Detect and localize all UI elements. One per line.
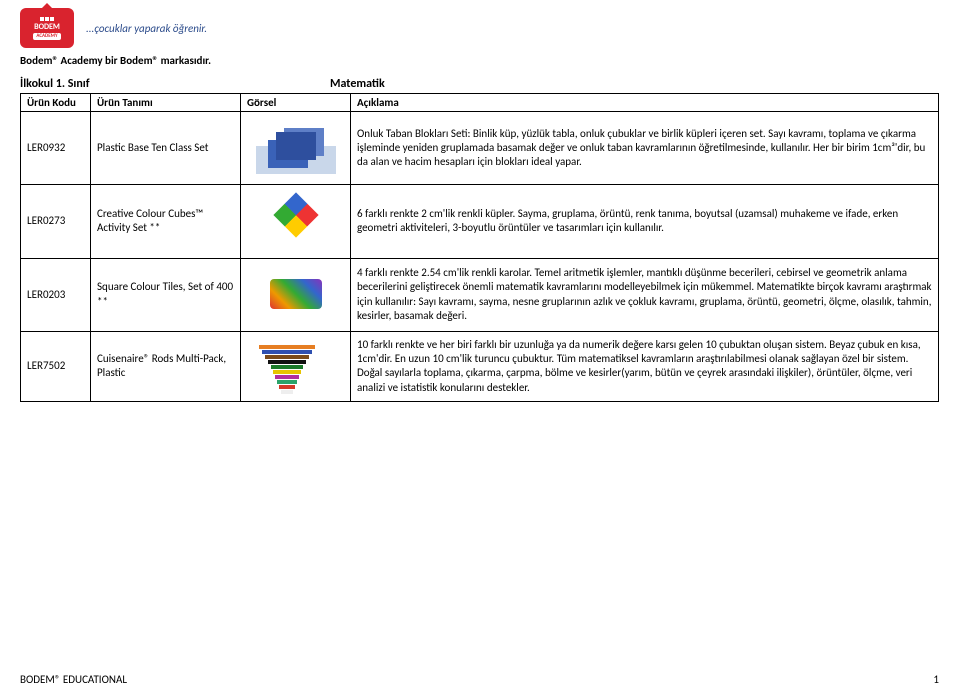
- cell-code: LER0273: [21, 185, 91, 258]
- footer-page: 1: [933, 673, 939, 686]
- table-row: LER0273Creative Colour Cubes™ Activity S…: [21, 185, 939, 258]
- product-thumbnail: [256, 118, 336, 174]
- product-thumbnail: [247, 338, 327, 394]
- table-row: LER7502Cuisenaire® Rods Multi-Pack, Plas…: [21, 331, 939, 401]
- trademark-line: Bodem® Academy bir Bodem® markasıdır.: [20, 54, 939, 67]
- col-desc: Açıklama: [351, 94, 939, 112]
- header-logo-block: BODEM ACADEMY ...çocuklar yaparak öğreni…: [20, 8, 939, 48]
- product-thumbnail: [256, 191, 336, 247]
- cell-image: [241, 331, 351, 401]
- cell-desc: Onluk Taban Blokları Seti: Binlik küp, y…: [351, 112, 939, 185]
- cell-code: LER7502: [21, 331, 91, 401]
- cell-code: LER0932: [21, 112, 91, 185]
- page-footer: BODEM® EDUCATIONAL 1: [20, 673, 939, 686]
- logo-tagline: ...çocuklar yaparak öğrenir.: [86, 22, 207, 35]
- heading-subject: Matematik: [330, 77, 385, 91]
- heading-row: İlkokul 1. Sınıf Matematik: [20, 77, 939, 91]
- footer-left: BODEM® EDUCATIONAL: [20, 673, 127, 686]
- product-thumbnail: [256, 265, 336, 321]
- cell-image: [241, 112, 351, 185]
- logo-squares: [40, 17, 54, 21]
- table-row: LER0932Plastic Base Ten Class Set Onluk T…: [21, 112, 939, 185]
- cell-image: [241, 185, 351, 258]
- cell-desc: 6 farklı renkte 2 cm'lik renkli küpler. …: [351, 185, 939, 258]
- col-name: Ürün Tanımı: [91, 94, 241, 112]
- heading-grade: İlkokul 1. Sınıf: [20, 77, 330, 91]
- cell-code: LER0203: [21, 258, 91, 331]
- table-header-row: Ürün Kodu Ürün Tanımı Görsel Açıklama: [21, 94, 939, 112]
- logo-brand: BODEM: [34, 23, 60, 31]
- cell-desc: 4 farklı renkte 2.54 cm'lik renkli karol…: [351, 258, 939, 331]
- col-image: Görsel: [241, 94, 351, 112]
- cell-name: Cuisenaire® Rods Multi-Pack, Plastic: [91, 331, 241, 401]
- cell-desc: 10 farklı renkte ve her biri farklı bir …: [351, 331, 939, 401]
- cell-name: Square Colour Tiles, Set of 400 **: [91, 258, 241, 331]
- logo-sub: ACADEMY: [33, 33, 60, 40]
- col-code: Ürün Kodu: [21, 94, 91, 112]
- logo-badge: BODEM ACADEMY: [20, 8, 74, 48]
- cell-name: Creative Colour Cubes™ Activity Set **: [91, 185, 241, 258]
- product-table: Ürün Kodu Ürün Tanımı Görsel Açıklama LE…: [20, 93, 939, 402]
- cell-name: Plastic Base Ten Class Set: [91, 112, 241, 185]
- cell-image: [241, 258, 351, 331]
- table-row: LER0203Square Colour Tiles, Set of 400 *…: [21, 258, 939, 331]
